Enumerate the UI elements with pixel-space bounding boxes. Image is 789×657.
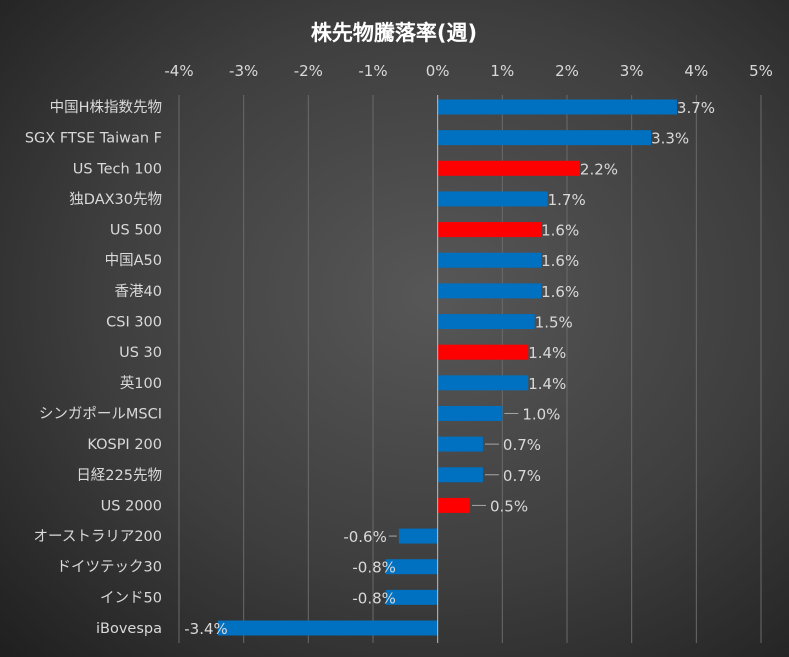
data-label: 0.7% <box>503 436 541 454</box>
x-tick-label: -3% <box>229 62 258 80</box>
data-label: -3.4% <box>184 620 228 638</box>
category-label: US Tech 100 <box>73 161 162 177</box>
category-label: シンガポールMSCI <box>39 405 162 422</box>
x-tick-label: 4% <box>684 62 708 80</box>
bar <box>437 252 542 268</box>
bar <box>437 283 542 299</box>
data-label: 3.3% <box>651 130 689 148</box>
data-label: 1.7% <box>548 191 586 209</box>
category-label: US 30 <box>119 345 162 361</box>
bar <box>437 436 483 452</box>
data-label: -0.8% <box>352 559 396 577</box>
bar <box>437 191 548 207</box>
data-label: 1.6% <box>541 283 579 301</box>
bar <box>437 344 529 360</box>
bar <box>217 620 438 636</box>
category-label: ドイツテック30 <box>57 559 162 576</box>
data-label: 1.0% <box>522 405 560 423</box>
category-label: 日経225先物 <box>76 467 162 484</box>
data-label: 1.4% <box>528 375 566 393</box>
bar <box>437 497 470 513</box>
data-label: 1.6% <box>541 252 579 270</box>
category-label: オーストラリア200 <box>34 529 162 545</box>
x-tick-label: 3% <box>620 62 644 80</box>
bar <box>437 467 483 483</box>
data-label: 0.7% <box>503 467 541 485</box>
category-label: KOSPI 200 <box>87 437 162 453</box>
data-label: 1.6% <box>541 222 579 240</box>
data-label: 1.5% <box>535 314 573 332</box>
bar <box>437 160 580 176</box>
bar <box>437 405 503 421</box>
category-label: 中国H株指数先物 <box>50 99 162 116</box>
x-tick-label: 2% <box>555 62 579 80</box>
data-label: -0.6% <box>343 528 387 546</box>
category-label: 香港40 <box>115 283 162 300</box>
bar <box>437 222 542 238</box>
category-label: 英100 <box>120 374 162 392</box>
category-label: US 500 <box>110 223 162 239</box>
x-tick-label: -1% <box>358 62 387 80</box>
category-label: SGX FTSE Taiwan F <box>25 131 162 147</box>
category-label: CSI 300 <box>106 315 162 331</box>
category-label: US 2000 <box>101 498 162 514</box>
bar <box>437 99 677 115</box>
bar <box>385 589 438 605</box>
category-label: 中国A50 <box>105 252 162 269</box>
bar <box>398 528 438 544</box>
x-tick-label: 0% <box>426 62 450 80</box>
x-tick-label: -2% <box>294 62 323 80</box>
data-label: 0.5% <box>490 497 528 515</box>
data-label: 3.7% <box>677 99 715 117</box>
category-label: 独DAX30先物 <box>69 191 162 208</box>
x-tick-label: 1% <box>490 62 514 80</box>
x-tick-label: -4% <box>164 62 193 80</box>
data-label: -0.8% <box>352 589 396 607</box>
bar <box>437 375 529 391</box>
bar <box>437 314 535 330</box>
data-label: 1.4% <box>528 344 566 362</box>
category-label: iBovespa <box>96 621 162 637</box>
data-label: 2.2% <box>580 160 618 178</box>
bar <box>437 130 652 146</box>
chart-title: 株先物騰落率(週) <box>311 21 477 45</box>
x-tick-label: 5% <box>749 62 773 80</box>
bar <box>385 559 438 575</box>
category-label: インド50 <box>100 590 162 606</box>
